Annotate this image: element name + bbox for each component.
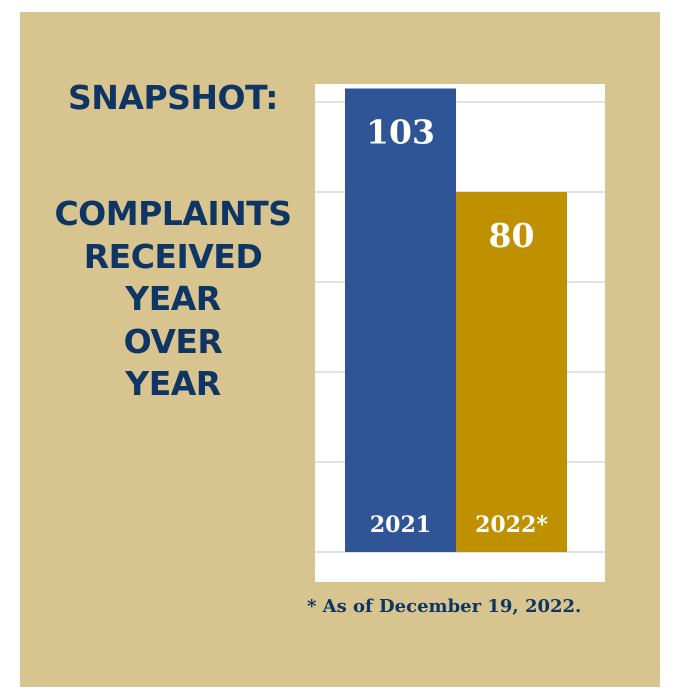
category-label: 2021	[370, 512, 431, 538]
snapshot-heading: SNAPSHOT:	[68, 78, 278, 117]
value-label: 103	[366, 113, 435, 152]
bar-2022	[456, 192, 567, 552]
bars: 103 2021 80 2022*	[345, 88, 567, 552]
title-line-3: YEAR	[125, 279, 221, 319]
footnote: * As of December 19, 2022.	[307, 596, 582, 617]
bar-2021	[345, 88, 456, 552]
category-label: 2022*	[475, 512, 548, 538]
title-line-2: RECEIVED	[83, 236, 263, 276]
title-line-5: YEAR	[125, 364, 221, 404]
chart-title: COMPLAINTS RECEIVED YEAR OVER YEAR	[28, 194, 318, 407]
value-label: 80	[489, 216, 535, 255]
title-line-1: COMPLAINTS	[54, 194, 292, 233]
title-line-4: OVER	[123, 321, 223, 361]
